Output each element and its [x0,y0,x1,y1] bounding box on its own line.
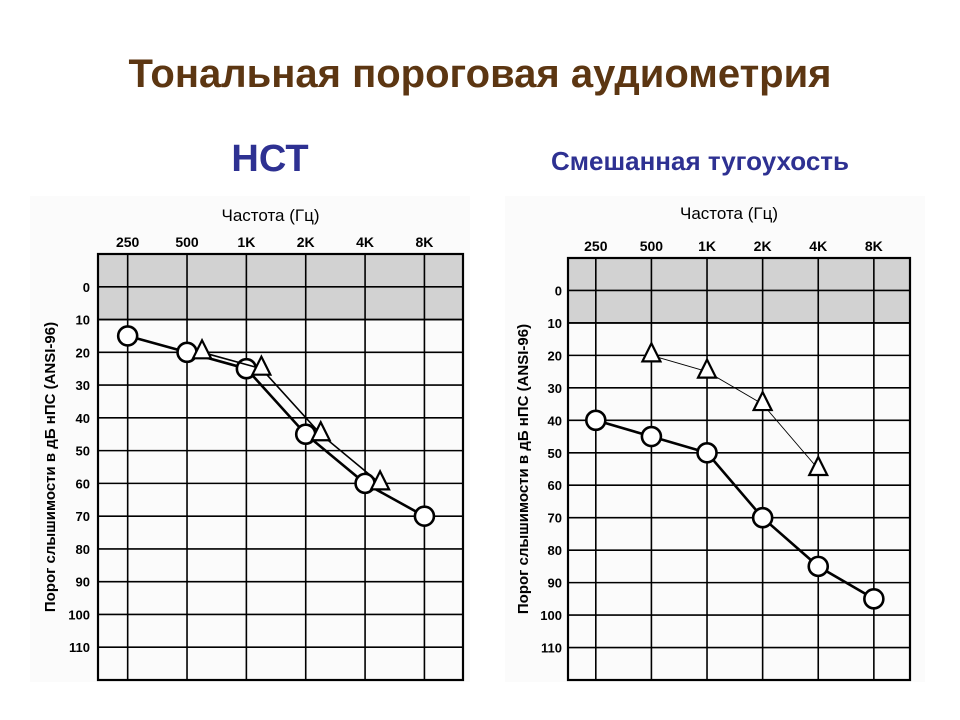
y-tick-label: 100 [68,607,90,622]
y-tick-label: 0 [83,280,90,295]
x-tick-label: 4K [356,234,374,250]
bone-conduction-line [201,351,381,485]
y-axis-title: Порог слышимости в дБ нПС (ANSI-96) [515,324,532,614]
y-tick-label: 50 [548,446,562,461]
triangle-marker [640,340,663,363]
audiogram-right: Частота (Гц) 250 500 1K 2K 4K 8K 0 10 20 30 40 50 60 7… [505,196,925,682]
x-axis-title: Частота (Гц) [680,204,778,223]
triangle-marker [191,337,213,360]
plot-frame [566,256,912,682]
y-tick-label: 30 [76,378,90,393]
x-tick-label: 1K [237,234,255,250]
y-tick-label: 20 [548,348,562,363]
x-tick-label: 4K [809,238,827,254]
y-tick-label: 70 [548,511,562,526]
plot-frame [96,252,465,682]
y-tick-label: 40 [76,411,90,426]
y-tick-label: 10 [548,316,562,331]
y-tick-label: 60 [548,478,562,493]
x-tick-label: 2K [297,234,315,250]
triangle-marker [309,419,332,442]
y-tick-label: 20 [76,345,90,360]
x-tick-label: 500 [175,234,199,250]
y-tick-label: 70 [76,509,90,524]
triangle-marker [250,354,273,376]
triangle-marker [751,389,774,412]
y-tick-label: 40 [548,413,562,428]
y-tick-label: 90 [76,575,90,590]
y-tick-label: 30 [548,381,562,396]
triangle-marker [696,357,718,379]
chart-right-subtitle: Смешанная тугоухость [550,146,850,176]
circle-marker [696,441,718,464]
y-tick-label: 60 [76,476,90,491]
circle-marker [116,325,139,347]
triangle-marker [807,454,830,477]
circle-marker [863,588,885,610]
y-tick-label: 90 [548,576,562,591]
x-tick-label: 8K [415,234,433,250]
x-tick-label: 2K [754,238,772,254]
x-tick-label: 1K [698,238,716,254]
audiogram-left: Частота (Гц) 250 500 1K 2K 4K 8K 0 10 20 30 40 50 60 7… [30,196,470,682]
circle-marker [751,506,774,529]
chart-left-subtitle: НСТ [231,138,309,180]
slide-title: Тональная пороговая аудиометрия [128,52,832,96]
y-tick-label: 10 [76,313,90,328]
y-tick-label: 100 [540,608,562,623]
y-axis-title: Порог слышимости в дБ нПС (ANSI-96) [42,322,59,612]
x-tick-label: 250 [584,238,608,254]
x-tick-label: 500 [640,238,664,254]
x-axis-title: Частота (Гц) [222,206,320,225]
y-tick-label: 80 [548,543,562,558]
y-tick-label: 0 [555,283,562,298]
circle-marker [807,555,830,578]
triangle-marker [369,468,391,491]
circle-marker [640,425,663,448]
y-tick-label: 80 [76,542,90,557]
x-tick-label: 8K [865,238,883,254]
y-tick-label: 110 [541,641,562,656]
circle-marker [585,409,607,432]
circle-marker [413,505,436,527]
x-tick-label: 250 [116,234,140,250]
y-tick-label: 110 [69,640,90,655]
y-tick-label: 50 [76,444,90,459]
bone-conduction-line [651,354,819,470]
